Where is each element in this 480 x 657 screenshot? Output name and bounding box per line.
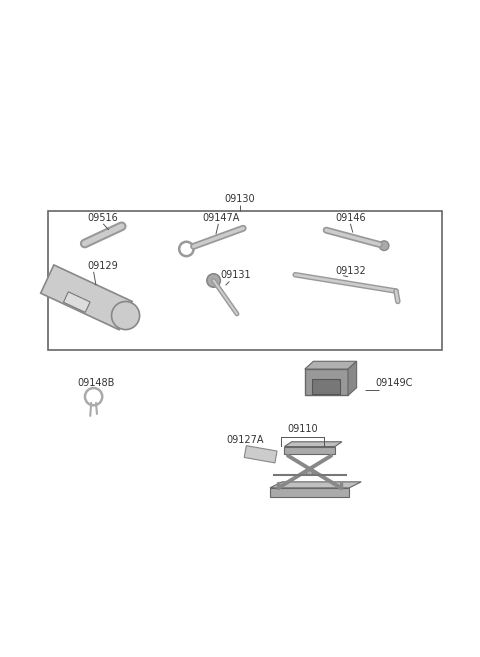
Text: 09127A: 09127A bbox=[226, 435, 264, 445]
Polygon shape bbox=[270, 488, 349, 497]
Polygon shape bbox=[270, 482, 361, 488]
Text: 09147A: 09147A bbox=[202, 213, 240, 223]
Text: 09148B: 09148B bbox=[77, 378, 115, 388]
Polygon shape bbox=[348, 361, 357, 396]
Bar bbox=[48, 211, 442, 350]
Text: 09146: 09146 bbox=[335, 213, 366, 223]
Text: 09516: 09516 bbox=[88, 213, 119, 223]
Polygon shape bbox=[244, 445, 277, 463]
Polygon shape bbox=[284, 442, 342, 447]
Text: 09129: 09129 bbox=[88, 261, 119, 271]
Text: 09132: 09132 bbox=[335, 265, 366, 276]
Circle shape bbox=[111, 302, 140, 330]
Text: 09131: 09131 bbox=[220, 271, 251, 281]
Bar bbox=[284, 447, 335, 454]
Polygon shape bbox=[305, 361, 357, 369]
Text: 09130: 09130 bbox=[225, 194, 255, 204]
Circle shape bbox=[207, 274, 220, 287]
Polygon shape bbox=[41, 265, 132, 330]
Text: 09110: 09110 bbox=[287, 424, 318, 434]
Polygon shape bbox=[63, 292, 90, 312]
Circle shape bbox=[306, 468, 313, 476]
Circle shape bbox=[379, 241, 389, 250]
Bar bbox=[305, 369, 348, 396]
Text: 09149C: 09149C bbox=[375, 378, 412, 388]
Bar bbox=[312, 379, 340, 394]
